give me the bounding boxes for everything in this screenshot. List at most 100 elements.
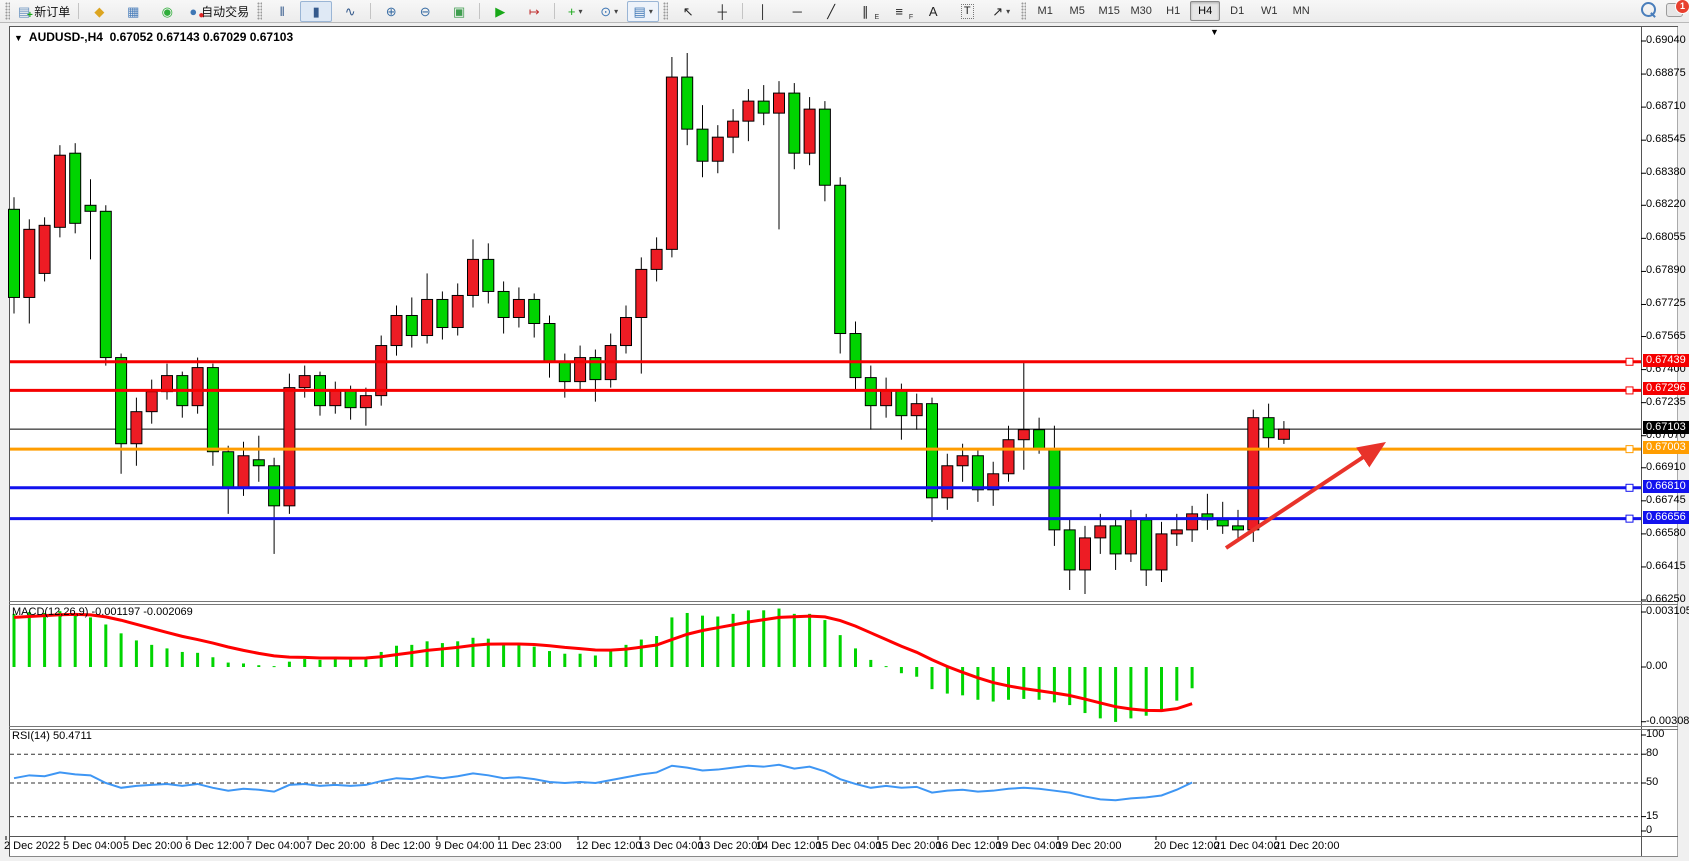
candlestick-chart-button[interactable]: ▮: [300, 0, 333, 22]
toolbar-grip[interactable]: [663, 2, 669, 20]
trend-arrow[interactable]: [1224, 442, 1387, 550]
search-button[interactable]: [1641, 2, 1656, 18]
macd-bar: [716, 616, 720, 667]
candle-body: [1124, 519, 1137, 555]
horizontal-line-button[interactable]: ─: [781, 1, 813, 22]
text-button[interactable]: A: [917, 1, 949, 22]
line-chart-button[interactable]: ∿: [334, 1, 366, 22]
indicators-button[interactable]: + ▾: [559, 1, 591, 22]
toolbar-grip[interactable]: [257, 2, 263, 20]
candle-body: [788, 92, 801, 154]
timeframe-m30-button[interactable]: M30: [1130, 5, 1152, 17]
cursor-button[interactable]: ↖: [672, 1, 704, 22]
timeframe-mn-button[interactable]: MN: [1292, 5, 1310, 17]
hline-handle[interactable]: [1625, 445, 1634, 454]
candle-body: [191, 367, 204, 407]
zoom-in-button[interactable]: ⊕: [375, 1, 407, 22]
candle-body: [1155, 533, 1168, 571]
rsi-pane-separator[interactable]: [9, 726, 1678, 727]
profile-icon-button[interactable]: ◆: [83, 1, 115, 22]
time-axis-label: 9 Dec 04:00: [435, 840, 495, 852]
chart-shift-button[interactable]: ↦: [518, 1, 550, 22]
macd-bar: [746, 610, 750, 667]
macd-bar: [578, 653, 582, 667]
periods-button[interactable]: ⊙ ▾: [593, 1, 625, 22]
macd-bar: [823, 620, 827, 667]
price-axis-label: 0.67235: [1646, 395, 1686, 408]
timeframe-m5-button[interactable]: M5: [1069, 5, 1085, 17]
candle-body: [405, 314, 418, 337]
hline-handle[interactable]: [1625, 514, 1634, 523]
overlay-badge-icon: ●: [198, 9, 205, 21]
signals-icon-icon: ◉: [161, 3, 173, 19]
new-order-button[interactable]: ▤ + 新订单: [14, 1, 74, 22]
timeframe-h1-button[interactable]: H1: [1166, 5, 1181, 17]
bar-chart-button[interactable]: ‖: [266, 1, 298, 22]
candle-body: [451, 294, 464, 329]
new-order-button-label: 新订单: [34, 4, 71, 19]
time-axis-label: 13 Dec 04:00: [638, 840, 704, 852]
autotrading-button[interactable]: ● ● 自动交易: [185, 1, 253, 22]
overlay-badge-icon: +: [27, 9, 33, 21]
price-axis-label: 0.67565: [1646, 329, 1686, 342]
templates-button[interactable]: ▤ ▾: [627, 0, 660, 22]
price-axis-label: 0.68545: [1646, 133, 1686, 146]
tile-windows-button[interactable]: ▣: [443, 1, 475, 22]
arrows-tool-button[interactable]: ↗ ▾: [985, 1, 1017, 22]
macd-bar: [762, 610, 766, 667]
auto-scroll-button[interactable]: ▶: [484, 1, 516, 22]
text-label-icon: T: [960, 3, 974, 19]
candle-body: [971, 455, 984, 491]
timeframe-m15-button[interactable]: M15: [1098, 5, 1120, 17]
toolbar-separator: [479, 3, 481, 19]
macd-bar: [670, 617, 674, 667]
toolbar-separator: [742, 3, 744, 19]
signals-icon-button[interactable]: ◉: [151, 1, 183, 22]
macd-bar: [165, 648, 169, 667]
rsi-line: [13, 763, 1193, 802]
candle-body: [681, 76, 694, 130]
hline-handle[interactable]: [1625, 483, 1634, 492]
candle-body: [69, 152, 82, 224]
macd-bar: [685, 612, 689, 667]
equidistant-channel-button[interactable]: ∥ E: [849, 1, 881, 22]
new-chart-icon: ▦: [127, 3, 140, 19]
candle-body: [497, 290, 510, 318]
text-label-button[interactable]: T: [951, 1, 983, 22]
timeframe-d1-button[interactable]: D1: [1230, 5, 1245, 17]
hline-handle[interactable]: [1625, 357, 1634, 366]
timeframe-h4-button[interactable]: H4: [1190, 1, 1221, 21]
trendline-button[interactable]: ╱: [815, 1, 847, 22]
candle-body: [421, 298, 434, 337]
macd-bar: [425, 641, 429, 667]
toolbar-grip[interactable]: [5, 2, 10, 20]
macd-pane-separator[interactable]: [9, 601, 1678, 602]
time-axis-label: 5 Dec 04:00: [63, 840, 123, 852]
candle-body: [574, 357, 587, 383]
zoom-out-icon: ⊖: [419, 3, 431, 19]
fibonacci-button[interactable]: ≡ F: [883, 1, 915, 22]
chart-collapse-icon[interactable]: ▼: [1210, 27, 1219, 37]
candle-body: [252, 459, 265, 467]
candle-body: [727, 120, 740, 138]
vertical-line-button[interactable]: │: [747, 1, 779, 22]
zoom-out-button[interactable]: ⊖: [409, 1, 441, 22]
timeframe-m1-button[interactable]: M1: [1037, 5, 1053, 17]
macd-bar: [701, 615, 704, 667]
hline-handle[interactable]: [1625, 386, 1634, 395]
candle-body: [53, 154, 66, 228]
notifications-button[interactable]: 1: [1666, 0, 1689, 17]
candle-body: [650, 248, 663, 270]
autotrading-icon: ●: [189, 3, 198, 19]
timeframe-w1-button[interactable]: W1: [1260, 5, 1278, 17]
toolbar-grip[interactable]: [1021, 2, 1027, 20]
ohlc-readout-triangle-icon[interactable]: ▼: [14, 33, 23, 43]
new-chart-button[interactable]: ▦: [117, 1, 149, 22]
price-axis-border: [1641, 26, 1642, 857]
chevron-down-icon: ▾: [614, 6, 619, 16]
crosshair-button[interactable]: ┼: [706, 1, 738, 22]
macd-bar: [1098, 667, 1102, 719]
toolbar-separator: [78, 3, 80, 19]
macd-axis-label: 0.003105: [1646, 605, 1689, 617]
